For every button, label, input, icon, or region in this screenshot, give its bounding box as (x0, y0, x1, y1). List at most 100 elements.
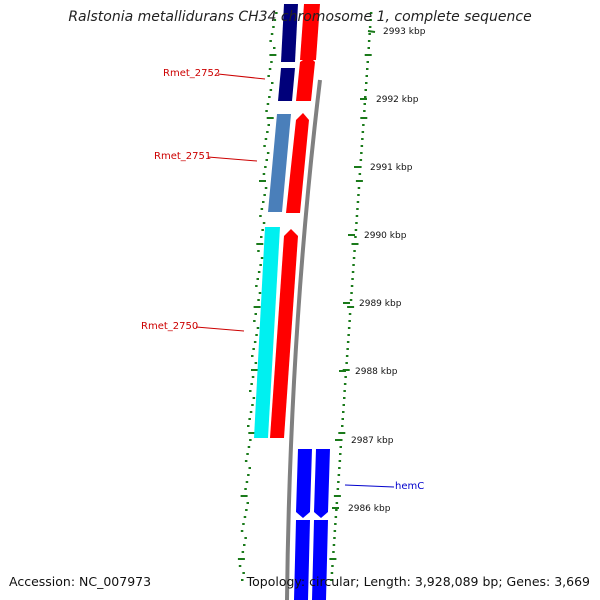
cds-bar-rmet-2752-bottom[interactable] (296, 56, 315, 101)
gene-label-hemc[interactable]: hemC (395, 481, 424, 492)
gc-dot (271, 82, 274, 84)
gc-dot (363, 110, 366, 112)
gc-dot (256, 278, 259, 280)
gene-label-rmet-2750[interactable]: Rmet_2750 (141, 321, 198, 332)
gc-dot (251, 404, 254, 406)
gc-dot (244, 537, 247, 539)
gc-dot (362, 124, 365, 126)
gc-dot (266, 152, 270, 154)
gc-dot (256, 243, 264, 245)
gc-dot (245, 509, 248, 511)
gene-bar-rmet-2750[interactable] (254, 227, 280, 438)
gc-dot (246, 502, 249, 504)
gc-dot (241, 579, 244, 581)
gc-dot (248, 432, 256, 434)
gc-dot (262, 173, 266, 175)
gc-dot (348, 320, 351, 322)
cds-bar-rmet-2752-top[interactable] (300, 4, 320, 60)
gc-dot (254, 362, 258, 364)
gc-dot (342, 404, 345, 406)
gc-dot (254, 313, 257, 315)
gc-dot (242, 572, 245, 574)
genome-summary-text: Topology: circular; Length: 3,928,089 bp… (246, 574, 590, 589)
gc-dot (269, 40, 272, 42)
tick-label: 2986 kbp (348, 504, 391, 514)
gene-bar-hemc-left-bottom[interactable] (294, 520, 310, 600)
gc-dot (244, 488, 247, 490)
gc-dot (266, 103, 270, 105)
gc-dot (347, 306, 355, 308)
gc-dot (354, 236, 357, 238)
gc-dot (264, 166, 267, 168)
gc-dot (243, 544, 246, 546)
gc-dot (259, 180, 266, 182)
tick-label: 2993 kbp (383, 27, 426, 37)
gc-dot (346, 341, 350, 343)
gc-dot (266, 131, 269, 133)
gc-dot (259, 215, 262, 217)
gc-dot (334, 523, 337, 525)
gc-dot (347, 327, 351, 329)
tick-label: 2989 kbp (359, 299, 402, 309)
gc-dot (339, 446, 342, 448)
cds-bar-rmet-2750[interactable] (270, 229, 298, 438)
gc-dot (255, 285, 258, 287)
gc-dot (366, 61, 369, 63)
gc-dot (258, 292, 262, 294)
tick-mark (367, 30, 376, 33)
gene-bar-hemc-right-bottom[interactable] (312, 520, 328, 600)
coordinate-ticks (332, 30, 376, 509)
gc-dot (368, 26, 372, 28)
gc-dot (360, 152, 363, 154)
gc-dot (337, 481, 340, 483)
gc-dot (269, 89, 273, 91)
gc-dot (343, 390, 346, 392)
gene-label-rmet-2751[interactable]: Rmet_2751 (154, 151, 211, 162)
gene-bar-rmet-2752-bottom[interactable] (278, 68, 295, 101)
gc-dot (333, 537, 336, 539)
chromosome-backbone (285, 79, 322, 600)
gc-dot (240, 495, 248, 497)
gene-label-rmet-2752[interactable]: Rmet_2752 (163, 68, 220, 79)
gc-dot (354, 229, 358, 231)
gc-dot (269, 54, 277, 56)
gc-dot (336, 488, 340, 490)
map-title: Ralstonia metallidurans CH34 chromosome … (68, 9, 532, 25)
gc-dot (248, 418, 251, 420)
tick-label: 2992 kbp (376, 95, 419, 105)
gc-dot (339, 453, 342, 455)
gene-bar-hemc-right-top[interactable] (314, 449, 330, 518)
gc-dot (256, 327, 260, 329)
gc-dot (332, 551, 335, 553)
gc-dot (246, 453, 249, 455)
gc-dot (350, 292, 353, 294)
gc-dot (361, 131, 365, 133)
gc-dot (253, 306, 261, 308)
gc-dot (353, 250, 356, 252)
gc-dot (263, 145, 266, 147)
gc-dot (262, 201, 265, 203)
gc-dot (346, 348, 349, 350)
gc-dot (349, 299, 353, 301)
gc-dot (364, 96, 367, 98)
gene-bar-hemc-left-top[interactable] (296, 449, 312, 518)
gc-dot (247, 446, 251, 448)
gc-dot (260, 208, 264, 210)
gc-dot (267, 124, 270, 126)
label-leader-rmet-2752 (217, 73, 266, 80)
cds-bar-rmet-2751[interactable] (286, 113, 309, 213)
gc-dot (251, 376, 255, 378)
gc-dot (249, 411, 253, 413)
gc-dot (265, 110, 268, 112)
gc-dot (257, 271, 261, 273)
gc-dot (243, 516, 247, 518)
gc-dot (249, 390, 252, 392)
gc-dot (364, 89, 367, 91)
gc-dot (333, 530, 337, 532)
gene-bar-rmet-2751[interactable] (268, 114, 291, 212)
gc-dot (251, 355, 254, 357)
gc-dot (249, 439, 252, 441)
gene-bar-rmet-2752-top[interactable] (281, 4, 298, 62)
gc-dot (338, 460, 342, 462)
gc-dot (338, 432, 346, 434)
